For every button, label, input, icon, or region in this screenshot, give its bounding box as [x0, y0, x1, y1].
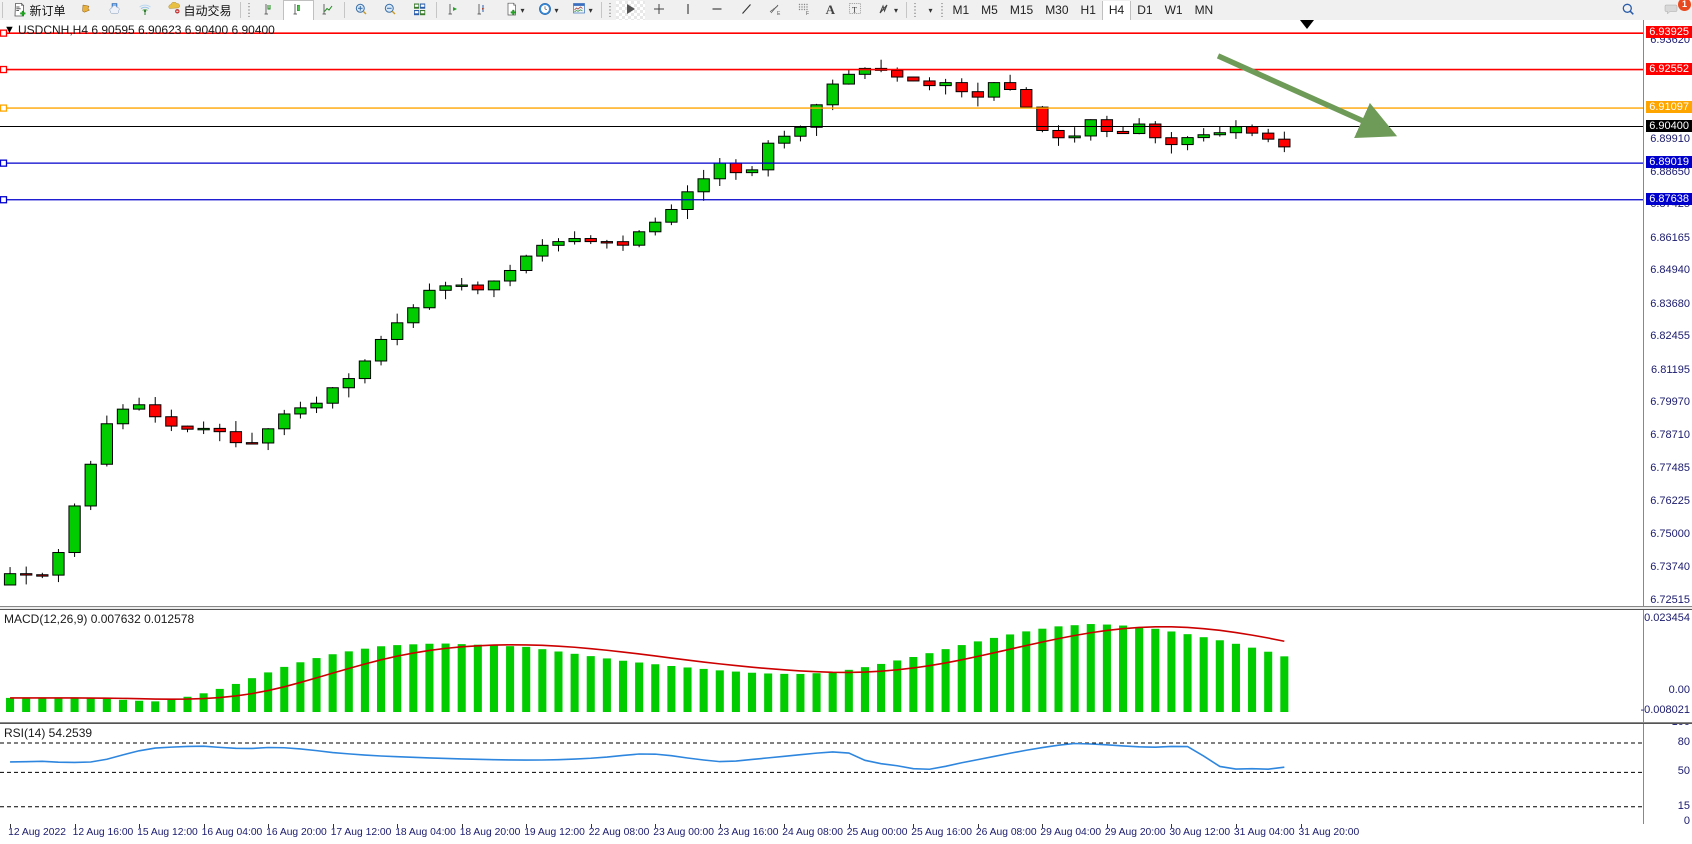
svg-text:E: E: [777, 11, 781, 17]
svg-text:T: T: [852, 6, 857, 15]
svg-text:F: F: [806, 11, 809, 17]
